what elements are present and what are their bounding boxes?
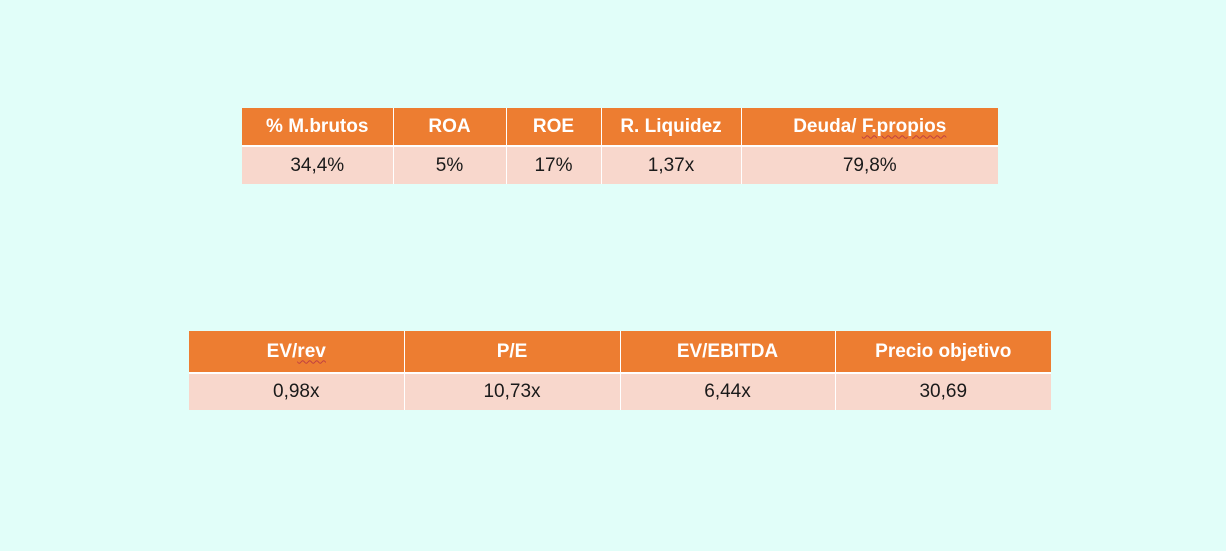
table-row: 34,4% 5% 17% 1,37x 79,8% [242,146,998,184]
value-cell-target-price: 30,69 [834,373,1051,410]
spellcheck-flagged-word: rev [297,340,326,362]
header-cell-debt-equity: Deuda/ F.propios [740,108,998,147]
header-cell-gross-margin: % M.brutos [242,108,394,147]
header-cell-liquidity-ratio: R. Liquidez [600,108,742,147]
spellcheck-flagged-word: F.propios [861,115,947,137]
value-cell-ev-ebitda: 6,44x [619,373,836,410]
value-cell-pe: 10,73x [403,373,621,410]
valuation-multiples-table: EV/rev P/E EV/EBITDA Precio objetivo 0,9… [189,331,1051,410]
header-cell-pe: P/E [403,331,621,374]
value-cell-ev-rev: 0,98x [189,373,405,410]
value-cell-roe: 17% [505,146,602,184]
header-cell-ev-rev: EV/rev [189,331,405,374]
value-cell-gross-margin: 34,4% [242,146,394,184]
header-cell-roa: ROA [392,108,507,147]
header-row: EV/rev P/E EV/EBITDA Precio objetivo [189,331,1051,374]
header-cell-target-price: Precio objetivo [834,331,1051,374]
value-cell-liquidity-ratio: 1,37x [600,146,742,184]
table-row: 0,98x 10,73x 6,44x 30,69 [189,373,1051,410]
financial-ratios-table: % M.brutos ROA ROE R. Liquidez Deuda/ F.… [242,108,998,184]
value-cell-roa: 5% [392,146,507,184]
header-cell-roe: ROE [505,108,602,147]
value-cell-debt-equity: 79,8% [740,146,998,184]
header-row: % M.brutos ROA ROE R. Liquidez Deuda/ F.… [242,108,998,147]
header-cell-ev-ebitda: EV/EBITDA [619,331,836,374]
header-cell-ev-rev-text: EV/rev [266,340,326,362]
header-cell-debt-equity-text: Deuda/ F.propios [793,115,947,137]
